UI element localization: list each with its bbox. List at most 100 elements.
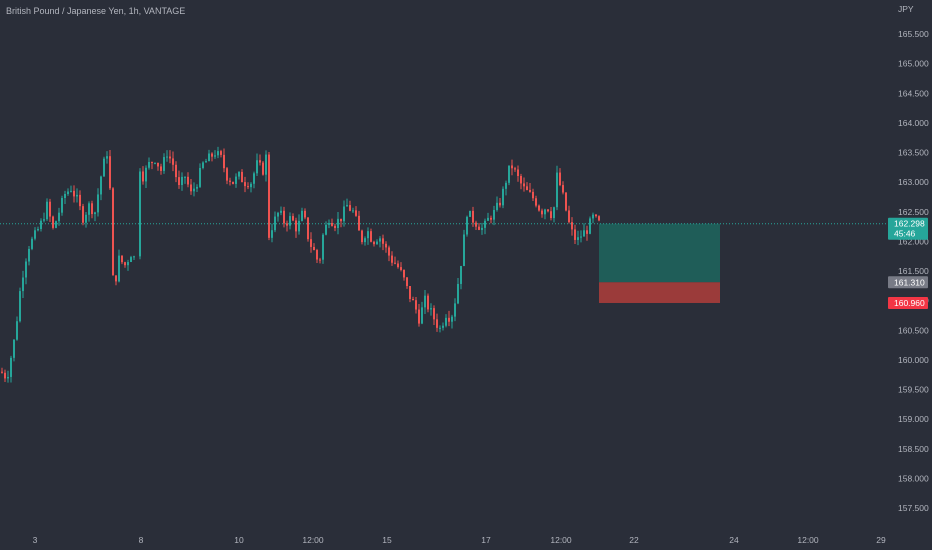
candle-body: [307, 217, 309, 240]
candle-body: [148, 162, 150, 168]
candle-body: [175, 164, 177, 178]
candle-body: [133, 256, 135, 258]
y-tick-label: 164.500: [898, 88, 929, 98]
candle-body: [487, 217, 489, 221]
candle-body: [169, 156, 171, 159]
candle-body: [229, 180, 231, 182]
candle-body: [160, 166, 162, 171]
y-tick-label: 157.500: [898, 503, 929, 513]
current-price-tag: [888, 217, 928, 240]
candle-body: [436, 319, 438, 328]
symbol-title: British Pound / Japanese Yen, 1h, VANTAG…: [6, 6, 186, 16]
candle-body: [355, 210, 357, 216]
current-price-value: 162.298: [894, 219, 925, 229]
candle-body: [505, 182, 507, 189]
y-tick-label: 163.000: [898, 177, 929, 187]
candle-body: [91, 203, 93, 215]
price-axis[interactable]: 165.500 165.000 164.500 164.000 163.500 163.0…: [898, 4, 929, 513]
candle-body: [31, 238, 33, 249]
candle-body: [208, 153, 210, 162]
x-tick-label: 12:00: [550, 535, 572, 545]
candle-body: [592, 214, 594, 219]
candle-body: [559, 172, 561, 186]
candle-body: [517, 169, 519, 177]
candle-body: [337, 218, 339, 228]
y-tick-label: 160.000: [898, 355, 929, 365]
candle-body: [106, 156, 108, 159]
candle-body: [508, 165, 510, 183]
candle-body: [124, 262, 126, 266]
y-tick-label: 161.500: [898, 266, 929, 276]
entry-price-value: 161.310: [894, 277, 925, 287]
candle-body: [400, 267, 402, 270]
candle-body: [379, 238, 381, 242]
x-tick-label: 12:00: [302, 535, 324, 545]
y-tick-label: 158.000: [898, 473, 929, 483]
candle-body: [526, 186, 528, 191]
candle-body: [316, 250, 318, 260]
candle-body: [532, 191, 534, 199]
candle-body: [520, 176, 522, 184]
candle-body: [280, 210, 282, 213]
long-position-tool[interactable]: [599, 223, 720, 303]
candle-body: [268, 154, 270, 238]
candle-body: [334, 225, 336, 228]
candle-body: [166, 156, 168, 158]
candle-body: [220, 151, 222, 155]
y-tick-label: 162.000: [898, 236, 929, 246]
candle-body: [538, 205, 540, 211]
candle-body: [76, 194, 78, 197]
candle-body: [121, 255, 123, 263]
candle-body: [292, 216, 294, 221]
candle-body: [211, 153, 213, 157]
candle-body: [250, 183, 252, 188]
candle-body: [466, 216, 468, 235]
candle-body: [73, 190, 75, 197]
candle-body: [502, 188, 504, 206]
y-tick-label: 165.500: [898, 29, 929, 39]
candle-body: [223, 154, 225, 169]
candle-body: [139, 171, 141, 257]
stop-loss-zone[interactable]: [599, 282, 720, 303]
candle-body: [475, 222, 477, 227]
profit-zone[interactable]: [599, 223, 720, 283]
candle-body: [10, 357, 12, 377]
candle-body: [343, 206, 345, 222]
candle-body: [235, 176, 237, 184]
candle-body: [325, 224, 327, 235]
candle-body: [61, 198, 63, 213]
candle-body: [79, 194, 81, 207]
candle-body: [238, 171, 240, 177]
candle-body: [142, 171, 144, 182]
candle-body: [70, 190, 72, 192]
time-axis[interactable]: 3 8 10 12:00 15 17 12:00 22 24 12:00 29: [33, 535, 886, 545]
candle-body: [1, 371, 3, 373]
candle-body: [358, 215, 360, 231]
candle-body: [109, 156, 111, 189]
candle-body: [376, 241, 378, 245]
y-tick-label: 158.500: [898, 444, 929, 454]
candle-body: [301, 210, 303, 221]
y-tick-label: 164.000: [898, 118, 929, 128]
candle-body: [427, 295, 429, 310]
candle-body: [64, 194, 66, 199]
candle-body: [88, 203, 90, 215]
candle-body: [469, 210, 471, 217]
candle-body: [388, 247, 390, 256]
candle-body: [22, 277, 24, 292]
candle-body: [472, 210, 474, 223]
candle-body: [370, 231, 372, 242]
candle-body: [499, 202, 501, 206]
candle-body: [352, 210, 354, 212]
x-tick-label: 24: [729, 535, 739, 545]
candle-body: [55, 221, 57, 228]
candle-body: [535, 198, 537, 206]
candle-body: [394, 262, 396, 264]
candle-body: [340, 218, 342, 222]
candle-body: [529, 190, 531, 192]
bar-countdown: 45:46: [894, 229, 916, 239]
candle-body: [52, 216, 54, 228]
candle-body: [190, 184, 192, 192]
